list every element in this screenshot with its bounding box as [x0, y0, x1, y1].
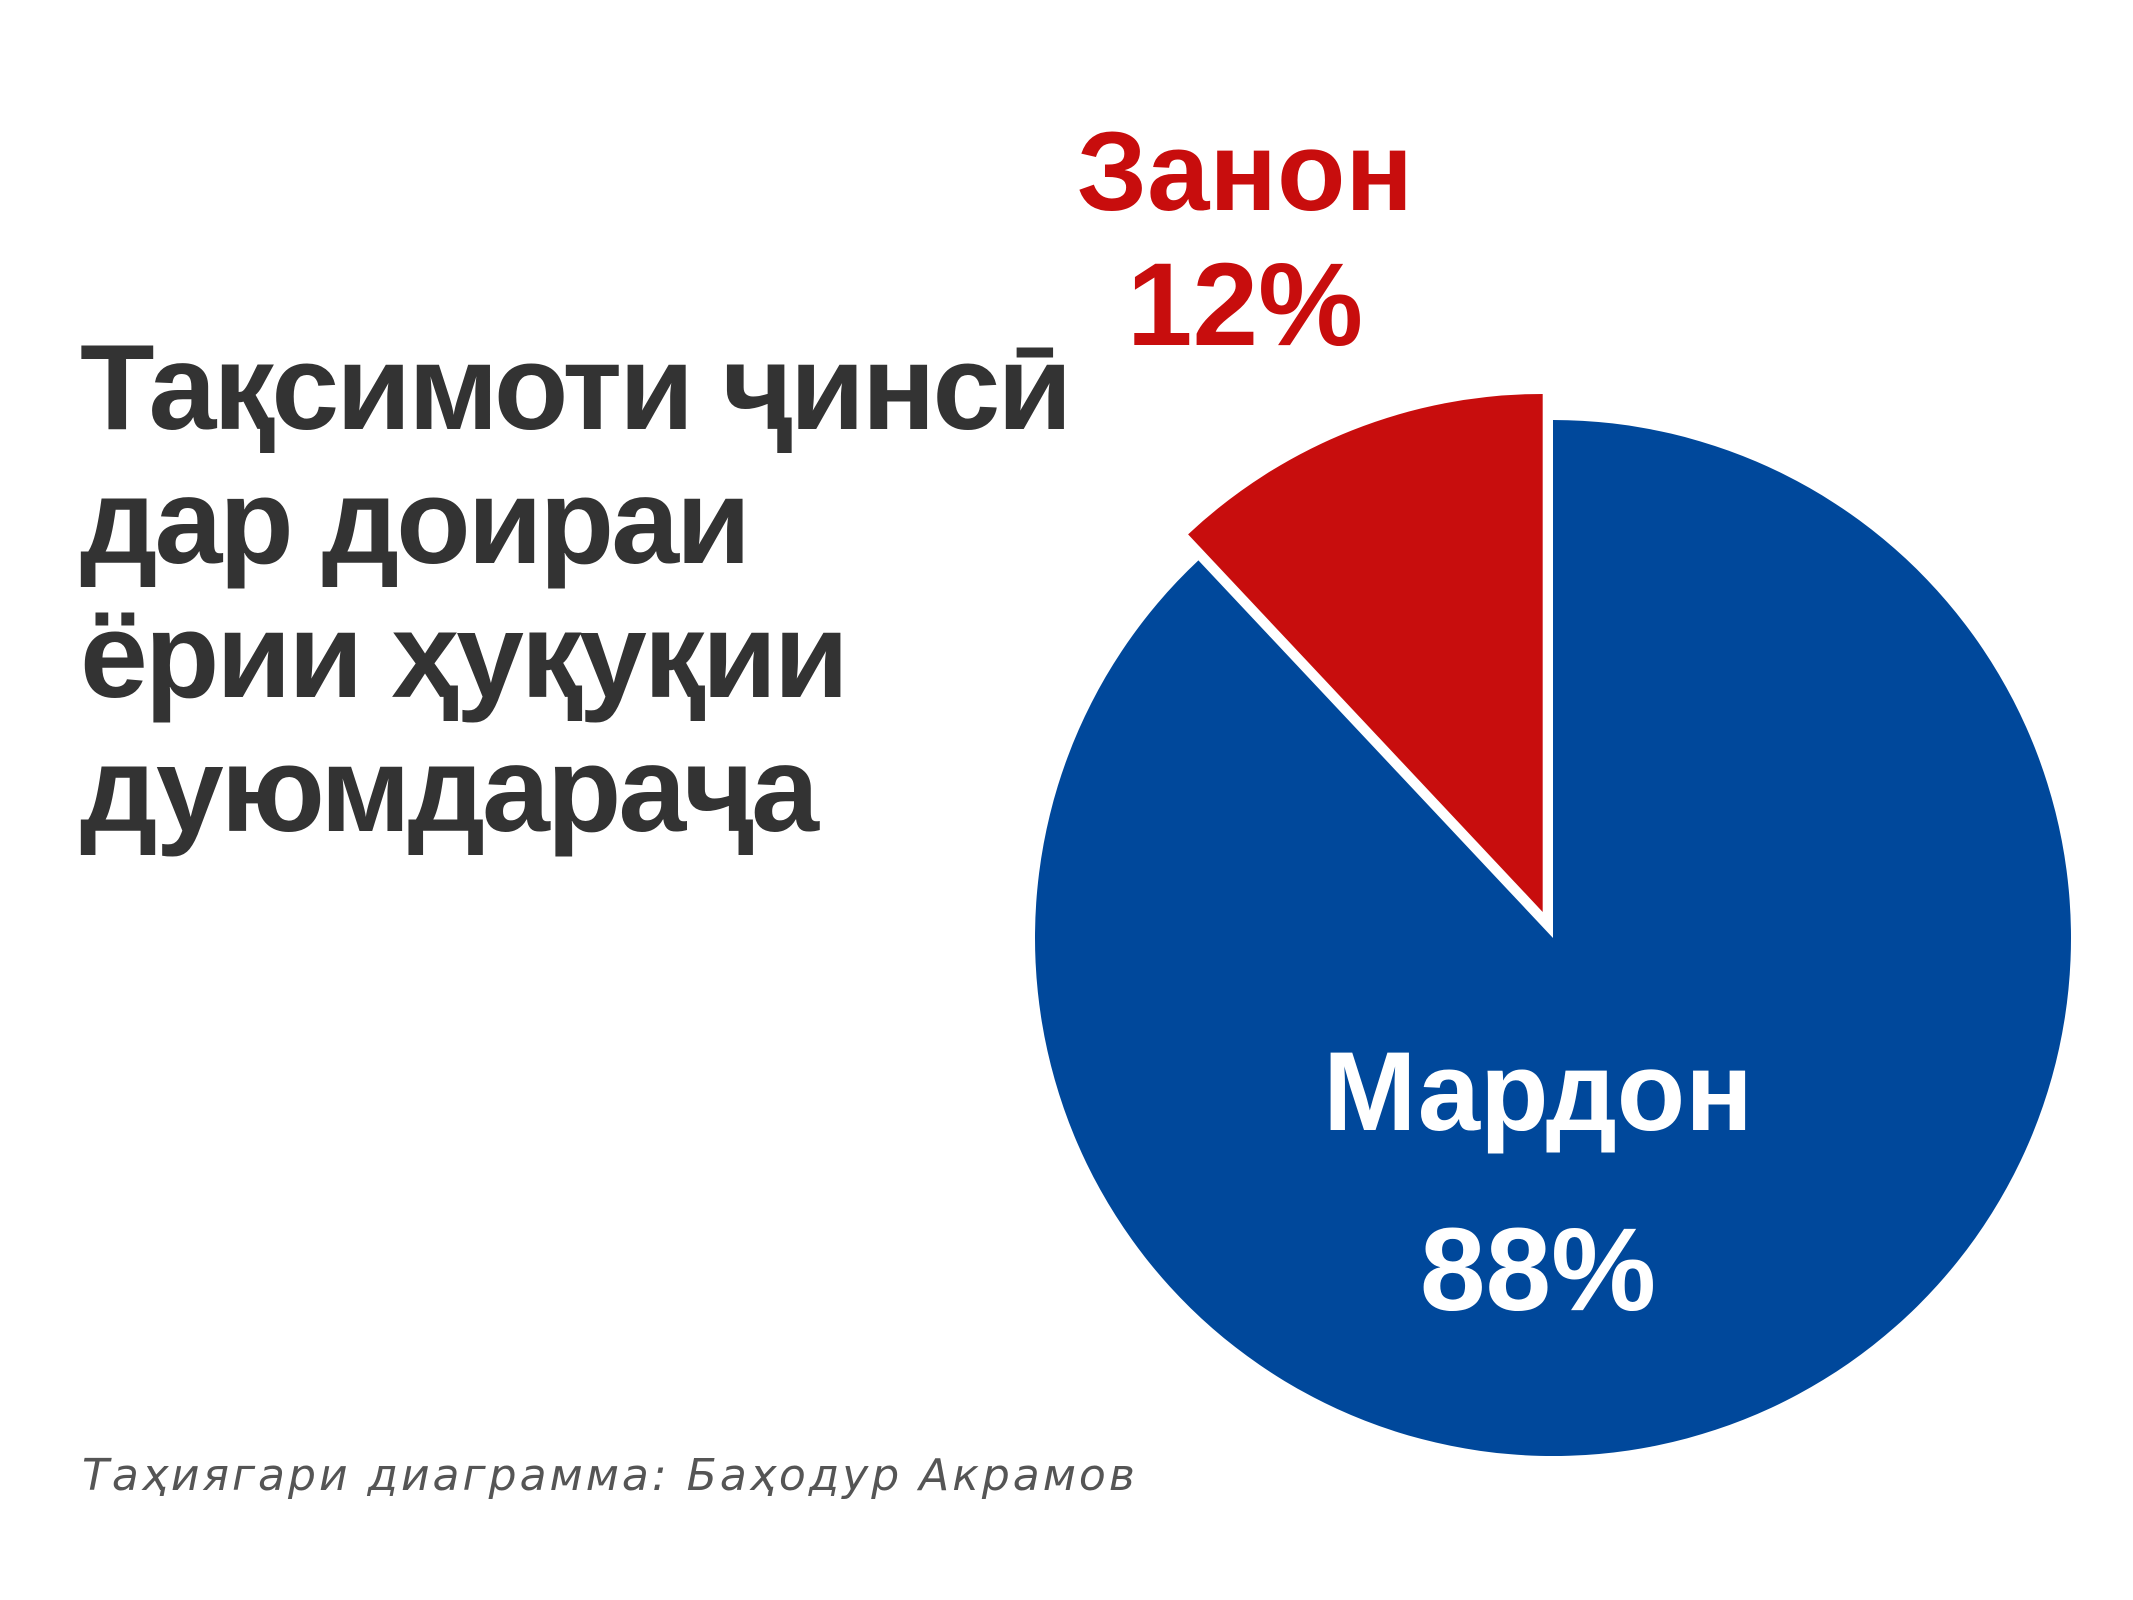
- chart-title: Тақсимоти ҷинсӣ дар доираи ёрии ҳуқуқии …: [80, 319, 1072, 857]
- pie-slice-women: [1188, 393, 1543, 912]
- slice-label-men: Мардон: [1323, 1029, 1753, 1154]
- slice-value-men: 88%: [1420, 1204, 1656, 1336]
- slice-value-women: 12%: [1127, 239, 1363, 371]
- chart-credit: Таҳиягари диаграмма: Баҳодур Акрамов: [82, 1450, 1138, 1501]
- chart-title-line: дар доираи: [80, 453, 751, 589]
- slice-label-women: Занон: [1077, 109, 1413, 234]
- chart-title-line: дуюмдараҷа: [80, 721, 819, 857]
- chart-title-line: ёрии ҳуқуқии: [80, 587, 849, 723]
- pie-slice-men: [1035, 420, 2072, 1456]
- chart-title-line: Тақсимоти ҷинсӣ: [80, 319, 1072, 455]
